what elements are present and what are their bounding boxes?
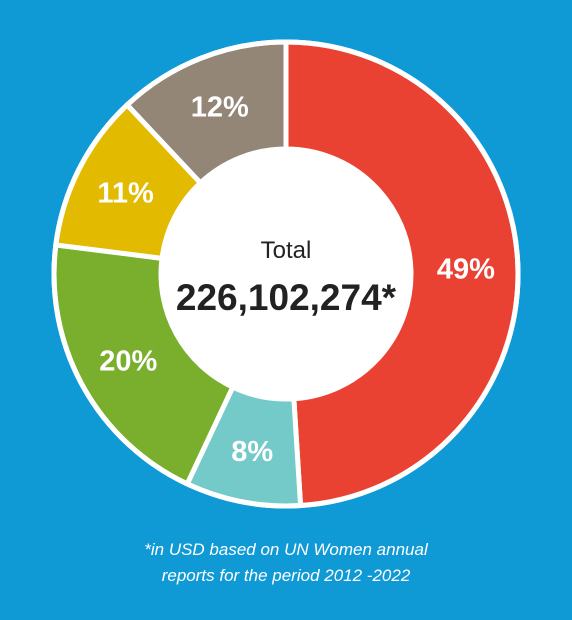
footnote-line-1: *in USD based on UN Women annual	[144, 540, 428, 559]
slice-label-3: 20%	[99, 346, 157, 378]
center-hole	[161, 149, 411, 399]
slice-label-4: 11%	[97, 177, 154, 209]
slice-label-2: 8%	[231, 436, 273, 468]
slice-label-1: 49%	[437, 253, 495, 285]
center-title: Total	[261, 237, 312, 264]
footnote-line-2: reports for the period 2012 -2022	[161, 566, 411, 585]
slice-label-5: 12%	[191, 92, 249, 124]
center-total: 226,102,274*	[176, 277, 397, 318]
donut-outer-border	[51, 39, 521, 509]
donut-chart: Total 226,102,274* 49% 8% 20% 11% 12%	[51, 39, 521, 509]
footnote: *in USD based on UN Women annual reports…	[0, 537, 572, 589]
